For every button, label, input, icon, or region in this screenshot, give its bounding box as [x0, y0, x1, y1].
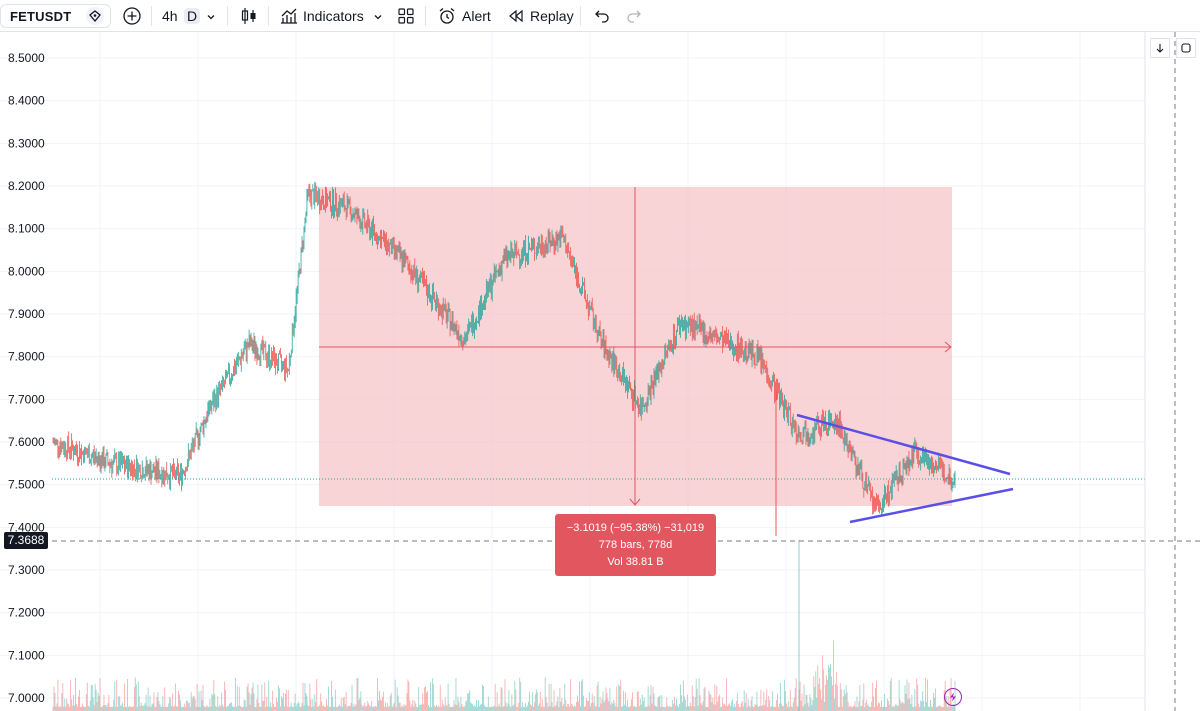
interval-4h[interactable]: 4h — [162, 8, 178, 24]
trendline-lower[interactable] — [849, 487, 1014, 524]
indicators-icon[interactable] — [279, 6, 299, 31]
trendline-upper[interactable] — [796, 413, 1011, 476]
interval-d[interactable]: D — [184, 8, 201, 24]
price-label: 8.5000 — [8, 51, 45, 65]
price-chart[interactable]: 8.5000 8.4000 8.3000 8.2000 8.1000 8.0000 7.90… — [0, 32, 1200, 711]
grid-icon[interactable] — [396, 6, 416, 31]
lightning-icon[interactable] — [944, 688, 962, 706]
price-label: 7.7000 — [8, 392, 45, 406]
price-axis[interactable]: 8.5000 8.4000 8.3000 8.2000 8.1000 8.0000 7.90… — [8, 51, 45, 705]
price-label: 7.2000 — [8, 606, 45, 620]
symbol-name: FETUSDT — [10, 8, 72, 24]
symbol-search[interactable]: FETUSDT — [0, 4, 111, 28]
price-label: 8.1000 — [8, 222, 45, 236]
price-label: 7.5000 — [8, 478, 45, 492]
candles-icon[interactable] — [239, 6, 259, 31]
auto-scale-icon[interactable] — [1176, 38, 1196, 58]
price-label: 8.3000 — [8, 136, 45, 150]
candles — [52, 181, 956, 536]
measure-horizontal-arrowhead — [944, 341, 952, 353]
price-label: 7.1000 — [8, 648, 45, 662]
rewind-icon[interactable] — [506, 6, 526, 31]
measure-info-box: −3.1019 (−95.38%) −31,019 778 bars, 778d… — [555, 514, 716, 576]
price-label: 8.0000 — [8, 264, 45, 278]
arrow-down-icon[interactable] — [1150, 38, 1170, 58]
diamond-icon[interactable] — [86, 7, 104, 25]
divider — [580, 6, 581, 26]
price-label: 8.4000 — [8, 94, 45, 108]
replay-button[interactable]: Replay — [530, 8, 574, 24]
indicators-button[interactable]: Indicators — [303, 8, 364, 24]
interval-d-wrap: D — [184, 0, 201, 32]
price-label: 7.8000 — [8, 350, 45, 364]
crosshair-price-label: 7.3688 — [4, 532, 48, 549]
divider — [425, 6, 426, 26]
redo-icon[interactable] — [624, 6, 644, 31]
top-toolbar: FETUSDT 4h D Indicators Alert Replay — [0, 0, 1200, 32]
alert-button[interactable]: Alert — [462, 8, 491, 24]
measure-volume: Vol 38.81 B — [607, 556, 664, 568]
plus-circle-icon[interactable] — [122, 6, 142, 31]
price-label: 7.6000 — [8, 435, 45, 449]
price-label: 7.4000 — [8, 520, 45, 534]
measure-change: −3.1019 (−95.38%) −31,019 — [566, 522, 705, 534]
undo-icon[interactable] — [592, 6, 612, 31]
price-label: 7.3000 — [8, 563, 45, 577]
volume-bars — [52, 540, 956, 711]
price-label: 7.0000 — [8, 691, 45, 705]
price-label: 7.9000 — [8, 307, 45, 321]
divider — [151, 6, 152, 26]
chevron-down-icon[interactable] — [205, 10, 217, 28]
chart-right-tools — [1150, 38, 1196, 58]
divider — [268, 6, 269, 26]
price-label: 8.2000 — [8, 179, 45, 193]
chevron-down-icon[interactable] — [372, 10, 384, 28]
measure-bars: 778 bars, 778d — [598, 539, 673, 551]
alarm-icon[interactable] — [437, 6, 457, 31]
divider — [227, 6, 228, 26]
measure-vertical-arrowhead — [629, 498, 641, 506]
